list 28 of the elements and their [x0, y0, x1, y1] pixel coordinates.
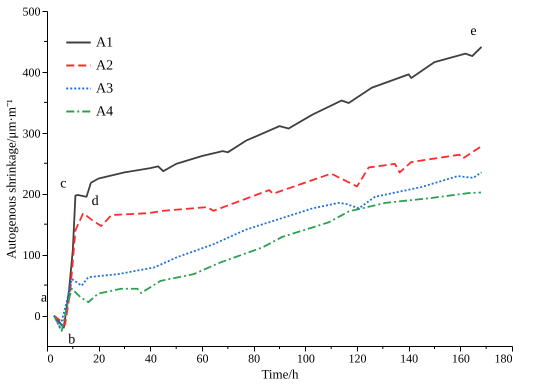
line-series — [53, 145, 482, 326]
annotation: b — [68, 332, 76, 348]
x-tick-label: 120 — [348, 352, 366, 366]
x-tick-label: 0 — [48, 352, 54, 366]
annotation: a — [40, 290, 48, 306]
x-tick-label: 180 — [494, 352, 512, 366]
legend-label: A2 — [96, 58, 114, 74]
y-tick-label: 100 — [22, 248, 40, 262]
annotation: d — [92, 194, 99, 210]
x-tick-label: 60 — [196, 352, 208, 366]
annotation: e — [470, 24, 477, 39]
y-tick-label: 200 — [22, 187, 40, 202]
y-tick-label: 500 — [22, 4, 40, 18]
x-tick-label: 160 — [452, 352, 470, 366]
y-tick-label: 300 — [22, 126, 40, 140]
legend-label: A1 — [96, 36, 114, 50]
x-tick-label: 140 — [400, 352, 418, 366]
x-tick-label: 100 — [296, 352, 315, 366]
x-tick-label: 80 — [248, 352, 260, 366]
legend-label: A3 — [96, 82, 114, 96]
y-tick-label: 400 — [22, 65, 40, 80]
x-tick-label: 40 — [144, 352, 157, 366]
x-axis-title: Time/h — [261, 366, 300, 382]
annotation: c — [60, 176, 67, 192]
x-tick-label: 20 — [93, 352, 106, 366]
y-axis-title: Autogenous shrinkage/μm·m⁻¹ — [4, 99, 18, 259]
y-tick-label: 0 — [34, 309, 40, 324]
legend-label: A4 — [96, 104, 114, 120]
